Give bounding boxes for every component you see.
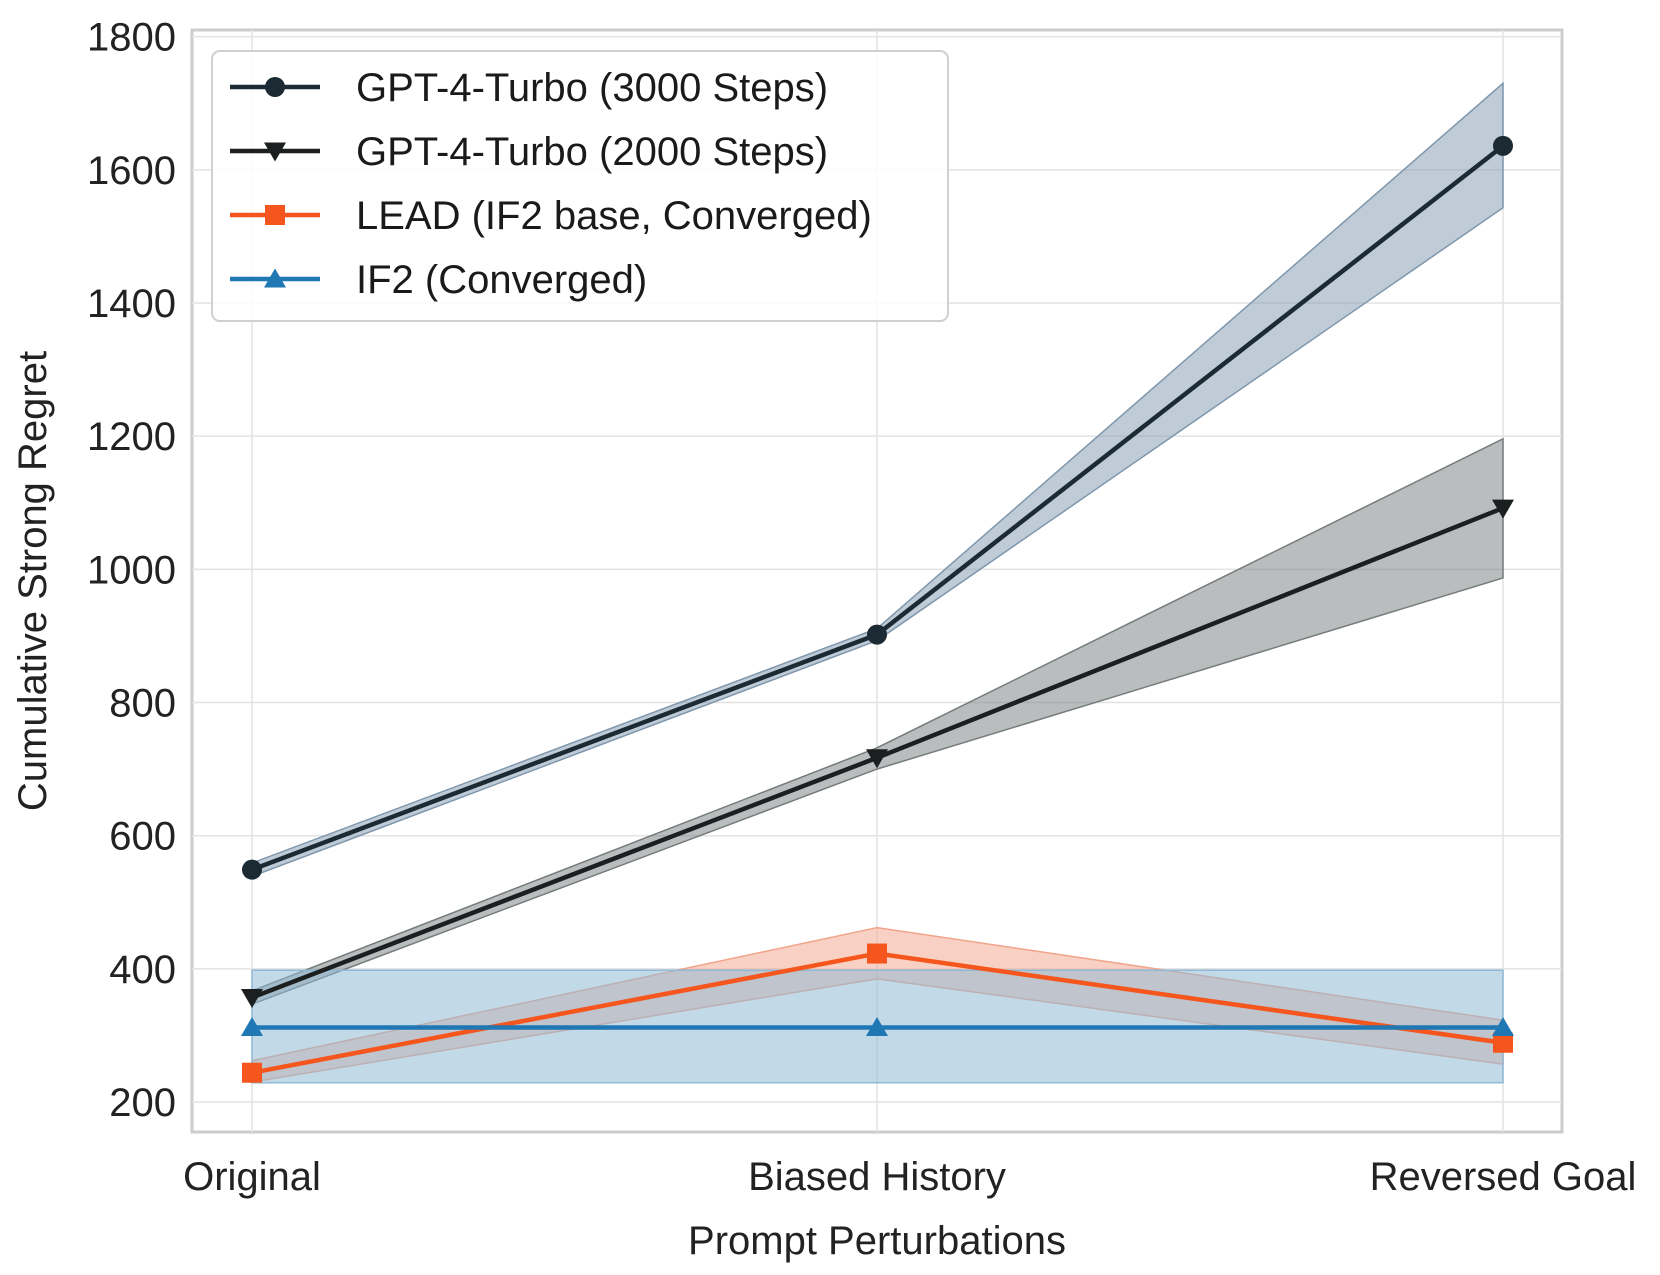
data-point-series-4: [241, 1016, 263, 1036]
legend-label-1: GPT-4-Turbo (3000 Steps): [356, 66, 828, 110]
data-point-series-1: [867, 624, 887, 645]
data-point-series-3: [1493, 1032, 1513, 1053]
data-point-series-2: [241, 988, 263, 1008]
data-point-series-1: [1493, 135, 1513, 156]
data-point-series-3: [242, 1062, 262, 1083]
y-tick-label: 1400: [87, 282, 176, 326]
y-tick-label: 800: [109, 682, 176, 726]
data-point-series-4: [866, 1016, 888, 1036]
data-point-series-4: [1492, 1016, 1514, 1036]
legend-label-3: LEAD (IF2 base, Converged): [356, 194, 872, 238]
legend-box: [211, 50, 949, 322]
legend: GPT-4-Turbo (3000 Steps) GPT-4-Turbo (200…: [211, 50, 949, 322]
y-tick-label: 200: [109, 1081, 176, 1125]
x-tick-label: Reversed Goal: [1370, 1155, 1637, 1199]
y-tick-label: 1800: [87, 16, 176, 60]
y-axis-ticks: 200 400 600 800 1000 1200 1400 1600 1800: [87, 16, 176, 1125]
legend-label-4: IF2 (Converged): [356, 258, 647, 302]
legend-marker-3: [265, 205, 285, 225]
y-tick-label: 1600: [87, 149, 176, 193]
y-tick-label: 1000: [87, 548, 176, 592]
x-axis-ticks: Original Biased History Reversed Goal: [183, 1155, 1636, 1199]
legend-label-2: GPT-4-Turbo (2000 Steps): [356, 130, 828, 174]
data-point-series-2: [866, 749, 888, 769]
data-point-series-1: [242, 859, 262, 880]
legend-marker-1: [265, 77, 285, 97]
data-point-series-2: [1492, 499, 1514, 519]
x-tick-label: Original: [183, 1155, 321, 1199]
y-tick-label: 600: [109, 815, 176, 859]
legend-marker-2: [264, 142, 286, 162]
x-tick-label: Biased History: [748, 1155, 1006, 1199]
y-tick-label: 1200: [87, 415, 176, 459]
data-point-series-3: [867, 943, 887, 964]
series-markers: [241, 135, 1514, 1083]
legend-marker-4: [264, 268, 286, 288]
y-axis-title: Cumulative Strong Regret: [11, 351, 55, 811]
x-axis-title: Prompt Perturbations: [688, 1219, 1066, 1263]
y-tick-label: 400: [109, 948, 176, 992]
